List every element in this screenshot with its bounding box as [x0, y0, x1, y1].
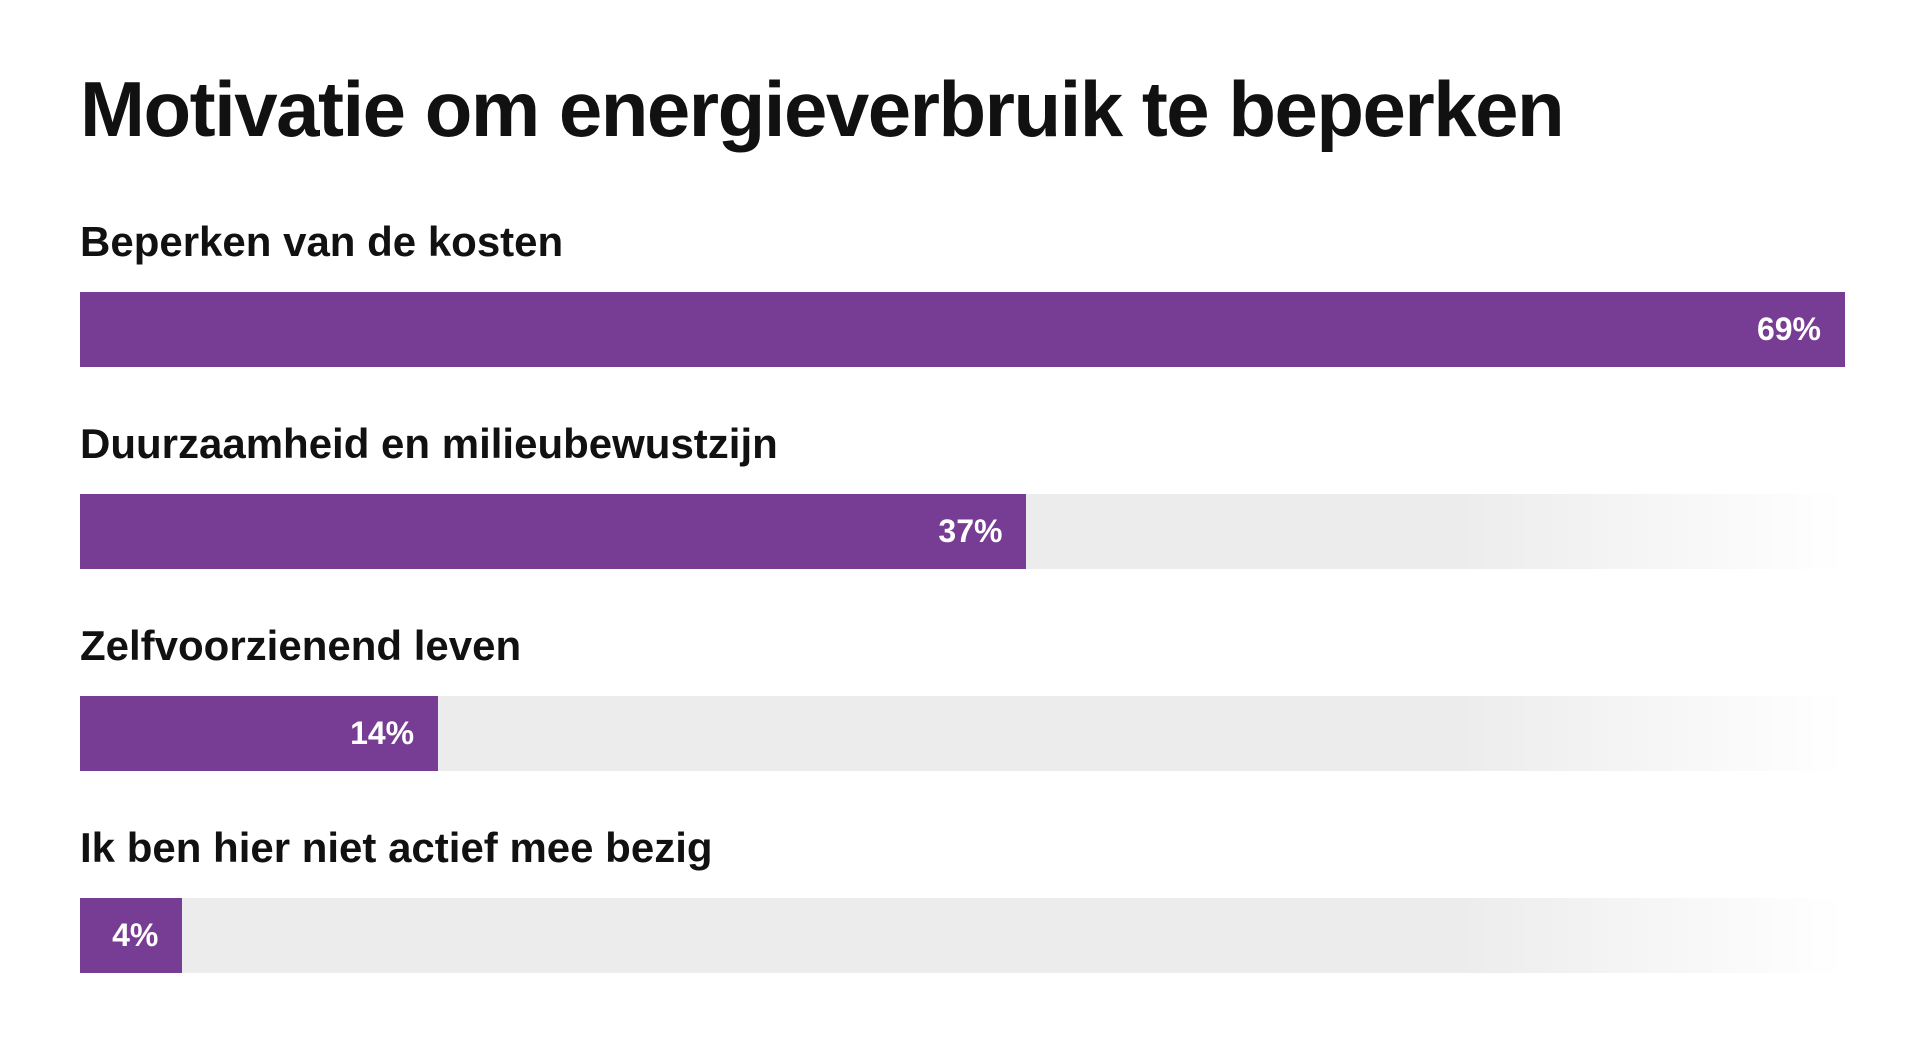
value-label: 4% — [112, 917, 159, 953]
value-label: 37% — [938, 513, 1003, 549]
bar-row: Ik ben hier niet actief mee bezig 4% — [80, 822, 1860, 1024]
bar-row: Beperken van de kosten 69% — [80, 216, 1860, 418]
bar-row: Duurzaamheid en milieubewustzijn 37% — [80, 418, 1860, 620]
category-label: Beperken van de kosten — [80, 218, 564, 265]
category-label: Duurzaamheid en milieubewustzijn — [80, 420, 778, 467]
bar: 37% — [80, 494, 1027, 569]
bar-track: 4% — [80, 898, 1845, 973]
bar-row: Zelfvoorzienend leven 14% — [80, 620, 1860, 822]
value-label: 14% — [350, 715, 415, 751]
chart-title: Motivatie om energieverbruik te beperken — [80, 65, 1565, 153]
bar-rows: Beperken van de kosten 69% Duurzaamheid … — [80, 216, 1860, 1024]
bar-track: 14% — [80, 696, 1845, 771]
bar: 69% — [80, 292, 1845, 367]
bar-track: 37% — [80, 494, 1845, 569]
bar: 14% — [80, 696, 439, 771]
value-label: 69% — [1756, 311, 1821, 347]
bar-track-background — [80, 898, 1845, 973]
bar-chart: Motivatie om energieverbruik te beperken… — [80, 60, 1860, 1024]
category-label: Ik ben hier niet actief mee bezig — [80, 824, 713, 871]
category-label: Zelfvoorzienend leven — [80, 622, 522, 669]
bar: 4% — [80, 898, 183, 973]
bar-track: 69% — [80, 292, 1845, 367]
